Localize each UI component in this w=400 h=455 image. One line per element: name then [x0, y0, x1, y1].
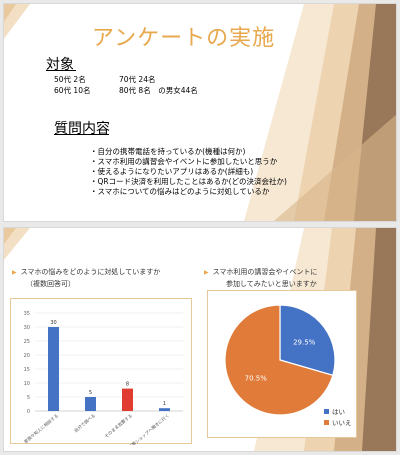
pie-chart-frame: 29.5% 70.5% はいいいえ — [207, 290, 357, 438]
y-tick-label: 35 — [24, 311, 30, 317]
bar-chart-frame: 0 5 10 15 20 25 30 35 30 家族や知人に相談する 5 自分で調べる 8 そのまま放置… — [10, 298, 192, 451]
questions-heading: 質問内容 — [54, 121, 110, 137]
bar — [85, 397, 96, 411]
bar — [122, 388, 133, 411]
bar-chart-title-line-2: （複数回答可） — [26, 280, 75, 288]
subject-line-2-right: 80代 8名 の男女44名 — [119, 86, 198, 95]
y-tick-label: 0 — [27, 409, 30, 415]
bar-chart: 0 5 10 15 20 25 30 35 30 家族や知人に相談する 5 自分で調べる 8 そのまま放置… — [22, 311, 183, 451]
x-tick-label: そのまま放置する — [103, 412, 134, 439]
y-tick-label: 25 — [24, 339, 30, 345]
bar-value-label: 8 — [126, 382, 129, 388]
question-item: ・QRコード決済を利用したことはあるか(どの決済会社か) — [90, 177, 287, 186]
pie-chart-title-line-1: ▶ スマホ利用の講習会やイベントに — [204, 268, 318, 276]
pie-slice — [224, 304, 334, 416]
x-tick-label: 家族や知人に相談する — [22, 412, 59, 445]
y-tick-label: 15 — [24, 367, 30, 373]
pie-slice-label: 70.5% — [245, 375, 268, 383]
legend-label: いいえ — [332, 419, 352, 427]
arrow-icon: ▶ — [12, 269, 17, 276]
legend-swatch — [324, 409, 329, 414]
pie-chart-title-line-2: 参加してみたいと思いますか — [226, 280, 317, 288]
y-tick-label: 20 — [24, 353, 30, 359]
question-item: ・スマホについての悩みはどのように対処しているか — [90, 187, 270, 196]
pie-slice-label: 29.5% — [293, 338, 316, 346]
bar-value-label: 30 — [50, 320, 56, 326]
question-item: ・スマホ利用の講習会やイベントに参加したいと思うか — [90, 157, 278, 166]
slide-1[interactable]: アンケートの実施 対象 50代 2名 70代 24名 60代 10名 80代 8… — [3, 3, 397, 222]
subject-underline — [46, 70, 76, 71]
bar-chart-title-line-1: ▶ スマホの悩みをどのように対処していますか — [12, 268, 161, 276]
question-item: ・自分の携帯電話を持っているか(機種は何か) — [90, 147, 246, 156]
bar — [48, 327, 59, 411]
question-item: ・使えるようになりたいアプリはあるか(詳細も) — [90, 167, 254, 176]
subject-line-2-left: 60代 10名 — [54, 86, 91, 95]
x-tick-label: 自分で調べる — [73, 412, 97, 434]
bar — [159, 408, 170, 411]
y-tick-label: 30 — [24, 325, 30, 331]
bar-value-label: 5 — [89, 390, 92, 396]
y-tick-label: 5 — [27, 395, 30, 401]
subject-line-1-left: 50代 2名 — [54, 75, 86, 84]
arrow-icon: ▶ — [204, 269, 209, 276]
legend-label: はい — [332, 408, 345, 416]
bar-value-label: 1 — [163, 401, 166, 407]
pie-slice — [279, 304, 336, 377]
slide-1-title: アンケートの実施 — [92, 26, 276, 51]
subject-heading: 対象 — [46, 57, 74, 73]
questions-underline — [54, 134, 109, 135]
subject-line-1-right: 70代 24名 — [119, 75, 156, 84]
slide-2[interactable]: ▶ スマホの悩みをどのように対処していますか （複数回答可） ▶ スマホ利用の講習会… — [3, 227, 397, 452]
y-tick-label: 10 — [24, 381, 30, 387]
legend-swatch — [324, 420, 329, 425]
